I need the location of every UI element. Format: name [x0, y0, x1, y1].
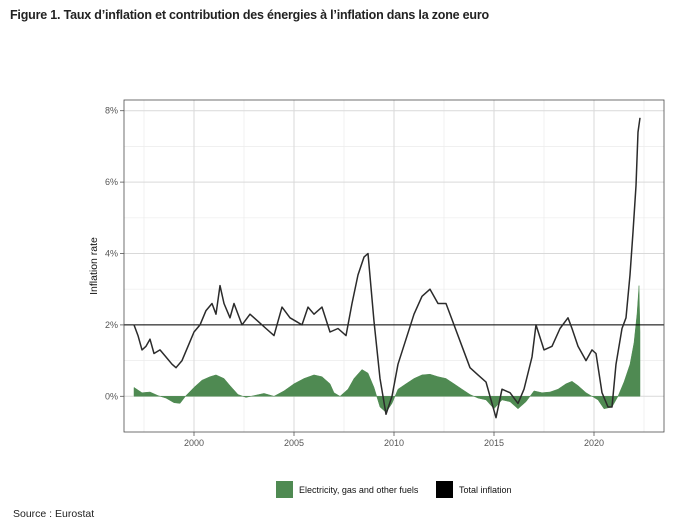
x-tick-label: 2015 — [484, 438, 504, 448]
y-tick-label: 8% — [105, 106, 118, 116]
energy-contribution-area — [133, 285, 641, 413]
x-tick-label: 2010 — [384, 438, 404, 448]
x-tick-label: 2000 — [184, 438, 204, 448]
legend-label-total: Total inflation — [459, 485, 512, 495]
y-tick-label: 6% — [105, 177, 118, 187]
y-tick-label: 4% — [105, 249, 118, 259]
x-tick-label: 2020 — [584, 438, 604, 448]
chart-legend: Electricity, gas and other fuels Total in… — [276, 481, 512, 498]
chart-series — [124, 117, 664, 419]
chart-axes: 0% 2% 4% 6% 8% 2000 2005 2010 2015 2020 Inflation … — [88, 99, 665, 448]
figure-title: Figure 1. Taux d’inflation et contributi… — [10, 8, 489, 22]
x-tick-label: 2005 — [284, 438, 304, 448]
y-axis-title: Inflation rate — [88, 237, 100, 295]
source-note: Source : Eurostat — [13, 508, 95, 520]
y-tick-label: 2% — [105, 320, 118, 330]
total-inflation-line — [133, 117, 641, 419]
y-tick-label: 0% — [105, 391, 118, 401]
legend-swatch-total — [436, 481, 453, 498]
legend-swatch-energy — [276, 481, 293, 498]
legend-label-energy: Electricity, gas and other fuels — [299, 485, 419, 495]
